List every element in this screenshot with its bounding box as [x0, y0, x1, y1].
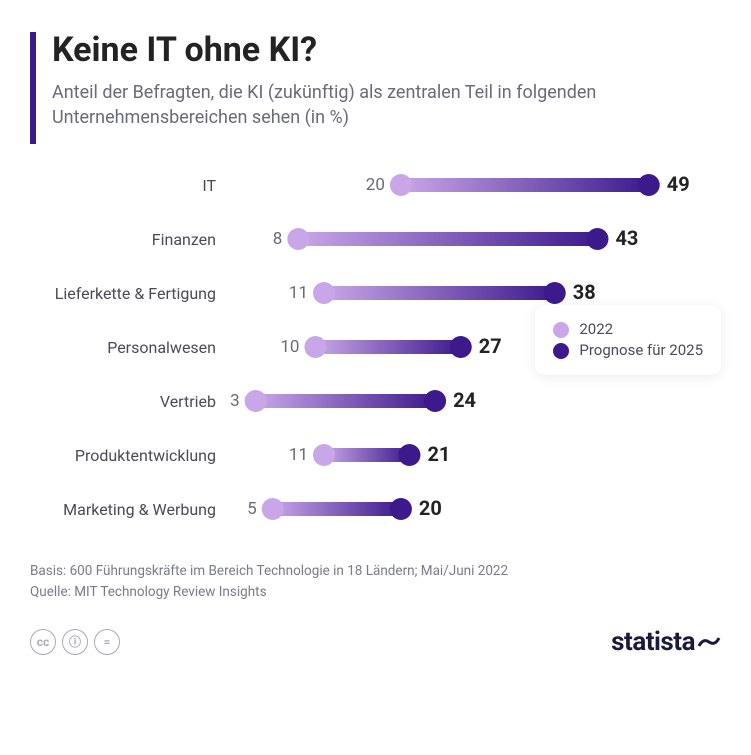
chart-title: Keine IT ohne KI?	[52, 30, 721, 70]
start-dot	[287, 228, 309, 250]
cc-icon: cc	[30, 629, 56, 655]
basis-text: Basis: 600 Führungskräfte im Bereich Tec…	[30, 561, 721, 581]
connector-bar	[273, 502, 401, 516]
start-value: 5	[247, 499, 257, 519]
category-label: Vertrieb	[30, 392, 230, 411]
statista-wave-icon	[697, 632, 721, 652]
start-value: 3	[230, 391, 240, 411]
start-dot	[313, 444, 335, 466]
start-value: 10	[280, 337, 299, 357]
end-value: 49	[667, 172, 690, 196]
bar-area: 8 43	[230, 212, 721, 266]
end-dot	[424, 390, 446, 412]
start-dot	[313, 282, 335, 304]
start-dot	[304, 336, 326, 358]
legend-label: Prognose für 2025	[579, 340, 703, 361]
start-value: 8	[273, 229, 283, 249]
legend: 2022Prognose für 2025	[535, 305, 721, 375]
bar-area: 11 21	[230, 428, 721, 482]
category-label: Marketing & Werbung	[30, 500, 230, 519]
end-value: 21	[427, 442, 450, 466]
quelle-text: Quelle: MIT Technology Review Insights	[30, 582, 721, 602]
category-label: Finanzen	[30, 230, 230, 249]
bottom-row: ccⓘ= statista	[30, 627, 721, 657]
legend-dot	[553, 322, 569, 338]
chart-subtitle: Anteil der Befragten, die KI (zukünftig)…	[52, 80, 721, 130]
cc-icons: ccⓘ=	[30, 629, 120, 655]
category-label: Lieferkette & Fertigung	[30, 284, 230, 303]
legend-dot	[553, 343, 569, 359]
chart-row: Produktentwicklung 11 21	[30, 428, 721, 482]
footer-notes: Basis: 600 Führungskräfte im Bereich Tec…	[30, 561, 721, 602]
accent-bar	[30, 32, 36, 144]
end-value: 38	[573, 280, 596, 304]
connector-bar	[256, 394, 435, 408]
end-dot	[544, 282, 566, 304]
category-label: Produktentwicklung	[30, 446, 230, 465]
legend-label: 2022	[579, 319, 613, 340]
chart-row: IT 20 49	[30, 158, 721, 212]
start-value: 11	[289, 283, 308, 303]
connector-bar	[315, 340, 460, 354]
chart-row: Marketing & Werbung 5 20	[30, 482, 721, 536]
category-label: Personalwesen	[30, 338, 230, 357]
brand-text: statista	[611, 627, 695, 657]
chart-row: Vertrieb 3 24	[30, 374, 721, 428]
start-dot	[262, 498, 284, 520]
chart-row: Finanzen 8 43	[30, 212, 721, 266]
end-dot	[390, 498, 412, 520]
start-value: 20	[366, 175, 385, 195]
cc-icon: =	[94, 629, 120, 655]
connector-bar	[401, 178, 649, 192]
header: Keine IT ohne KI? Anteil der Befragten, …	[52, 30, 721, 130]
end-dot	[450, 336, 472, 358]
legend-item: 2022	[553, 319, 703, 340]
end-dot	[638, 174, 660, 196]
connector-bar	[324, 286, 555, 300]
cc-icon: ⓘ	[62, 629, 88, 655]
start-dot	[390, 174, 412, 196]
legend-item: Prognose für 2025	[553, 340, 703, 361]
end-dot	[586, 228, 608, 250]
end-value: 27	[479, 334, 502, 358]
end-value: 20	[419, 496, 442, 520]
start-value: 11	[289, 445, 308, 465]
bar-area: 5 20	[230, 482, 721, 536]
statista-logo: statista	[611, 627, 721, 657]
connector-bar	[298, 232, 597, 246]
connector-bar	[324, 448, 409, 462]
category-label: IT	[30, 176, 230, 195]
end-dot	[398, 444, 420, 466]
bar-area: 3 24	[230, 374, 721, 428]
end-value: 24	[453, 388, 476, 412]
end-value: 43	[615, 226, 638, 250]
start-dot	[245, 390, 267, 412]
bar-area: 20 49	[230, 158, 721, 212]
